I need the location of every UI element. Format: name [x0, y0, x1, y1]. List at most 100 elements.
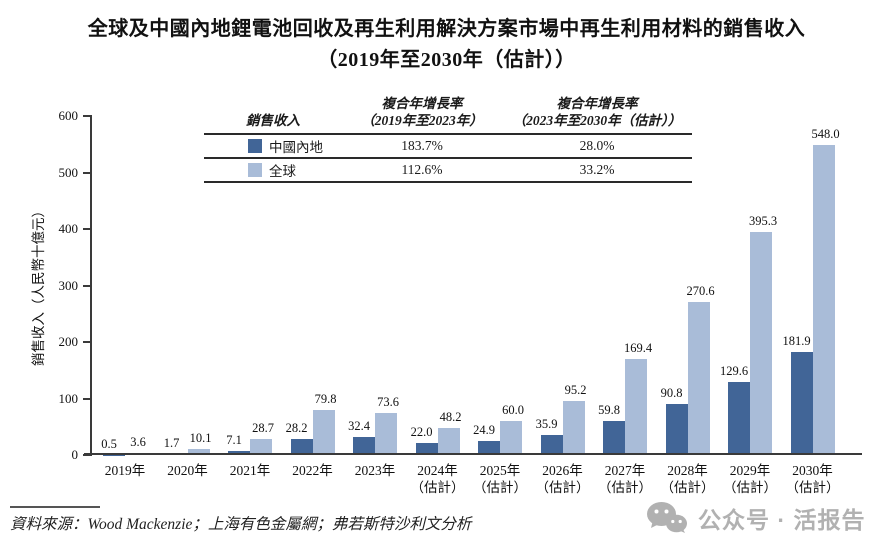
bar-value-label: 181.9 — [782, 334, 811, 349]
y-tick-mark — [83, 171, 92, 174]
cagr-china-2019-2023: 183.7% — [401, 137, 443, 153]
bar-global — [625, 359, 647, 455]
bar-value-label: 79.8 — [314, 391, 337, 406]
x-tick-label: 2025年 （估計） — [473, 463, 527, 495]
y-tick-label: 200 — [58, 334, 79, 349]
bar-value-label: 48.2 — [439, 409, 462, 424]
bar-value-label: 24.9 — [473, 422, 495, 437]
bar-global — [375, 413, 397, 455]
x-tick-label: 2027年 （估計） — [598, 463, 652, 495]
legend-header-cagr1-line1: 複合年增長率 — [381, 96, 463, 111]
bar-global — [312, 409, 335, 455]
bar-global — [187, 449, 210, 455]
chart-title: 全球及中國內地鋰電池回收及再生利用解決方案市場中再生利用材料的銷售收入 （201… — [0, 14, 893, 76]
bar-value-label: 7.1 — [226, 433, 242, 447]
bar-value-label: 32.4 — [348, 418, 370, 433]
bar-value-label: 28.2 — [285, 421, 308, 436]
legend-header-revenue: 銷售收入 — [246, 112, 300, 128]
x-tick-label: 2026年 （估計） — [535, 463, 590, 495]
bar-value-label: 0.5 — [101, 436, 117, 451]
bar-value-label: 60.0 — [502, 403, 524, 418]
x-tick-label: 2021年 — [229, 463, 271, 478]
chart-title-line2: （2019年至2030年（估計）） — [317, 49, 576, 71]
legend-series-global: 全球 — [204, 160, 342, 180]
watermark: 公众号 · 活报告 — [646, 501, 865, 535]
cagr-global-2019-2023: 112.6% — [401, 161, 443, 177]
bar-china — [478, 440, 500, 455]
bar-value-label: 10.1 — [189, 431, 212, 446]
bar-global — [750, 231, 772, 455]
wechat-icon — [647, 502, 687, 533]
legend-cagr-table: 銷售收入 複合年增長率 （2019年至2023年） 複合年增長率 （2023年至… — [204, 96, 692, 183]
y-tick-label: 100 — [58, 390, 79, 406]
cagr-global-2023-2030: 33.2% — [579, 161, 615, 177]
bar-china — [290, 439, 313, 455]
legend-series-china: 中國內地 — [204, 136, 342, 156]
bar-china — [415, 442, 438, 455]
legend-label-china: 中國內地 — [269, 139, 323, 155]
bar-value-label: 169.4 — [623, 341, 653, 356]
cagr-china-2023-2030: 28.0% — [579, 137, 615, 153]
plot-area: 0 100 200 300 400 500 600 0.5 3.6 2019年 1.7 10.1 202… — [59, 108, 860, 495]
bar-value-label: 73.6 — [377, 395, 399, 410]
x-tick-label: 2020年 — [167, 463, 208, 478]
bar-china — [790, 352, 813, 455]
bar-value-label: 35.9 — [535, 416, 558, 431]
bar-china — [540, 434, 563, 455]
bar-value-label: 129.6 — [719, 363, 749, 378]
y-tick-mark — [83, 397, 92, 400]
bar-value-label: 59.8 — [598, 403, 620, 418]
bar-global — [437, 427, 460, 455]
y-tick-mark — [83, 454, 92, 456]
x-tick-label: 2028年 （估計） — [660, 463, 715, 495]
x-axis-line — [84, 453, 862, 455]
x-tick-label: 2023年 — [354, 463, 396, 478]
bar-value-label: 1.7 — [163, 436, 180, 451]
y-tick-mark — [83, 284, 92, 287]
source-text: 資料來源：Wood Mackenzie；上海有色金屬網；弗若斯特沙利文分析 — [10, 516, 472, 533]
y-tick-label: 400 — [58, 221, 79, 236]
legend-header-cagr-2023-2030: 複合年增長率 （2023年至2030年（估計）） — [502, 96, 692, 133]
x-tick-label: 2019年 — [104, 463, 146, 478]
legend-row-china: 中國內地 183.7% 28.0% — [204, 132, 692, 157]
y-tick-label: 500 — [58, 164, 79, 180]
legend-header-cagr1-line2: （2019年至2023年） — [361, 112, 483, 128]
legend-row-global: 全球 112.6% 33.2% — [204, 156, 692, 181]
bar-value-label: 270.6 — [686, 284, 715, 299]
watermark-text: 公众号 · 活报告 — [698, 507, 866, 533]
bar-global — [812, 145, 835, 455]
y-tick-label: 300 — [58, 277, 79, 293]
bar-value-label: 395.3 — [748, 213, 778, 228]
bar-value-label: 548.0 — [811, 127, 840, 142]
y-tick-label: 0 — [71, 447, 79, 462]
legend-swatch-china-icon — [248, 138, 262, 153]
bar-global — [250, 438, 272, 455]
legend-swatch-global-icon — [248, 162, 262, 177]
bar-value-label: 28.7 — [252, 420, 274, 435]
legend-label-global: 全球 — [269, 163, 296, 179]
bar-value-label: 95.2 — [564, 383, 587, 398]
bar-value-label: 3.6 — [130, 434, 146, 449]
x-tick-label: 2030年 （估計） — [785, 463, 840, 495]
x-tick-label: 2024年 （估計） — [410, 463, 465, 495]
bar-china — [665, 403, 688, 455]
bar-value-label: 22.0 — [410, 424, 433, 439]
bar-china — [728, 381, 750, 455]
x-tick-label: 2029年 （估計） — [723, 463, 777, 495]
bar-china — [353, 436, 375, 455]
y-tick-label: 600 — [58, 108, 79, 123]
source-divider — [10, 506, 100, 508]
bar-global — [500, 421, 522, 455]
y-tick-mark — [83, 115, 92, 118]
y-tick-mark — [83, 228, 92, 230]
legend-header-cagr-2019-2023: 複合年增長率 （2019年至2023年） — [342, 96, 502, 133]
chart-title-line1: 全球及中國內地鋰電池回收及再生利用解決方案市場中再生利用材料的銷售收入 — [87, 18, 806, 40]
bar-china — [603, 421, 625, 455]
x-tick-label: 2022年 — [292, 463, 333, 478]
legend-table-header: 銷售收入 複合年增長率 （2019年至2023年） 複合年增長率 （2023年至… — [204, 96, 692, 133]
bar-value-label: 90.8 — [660, 385, 683, 400]
legend-header-cagr2-line1: 複合年增長率 — [556, 96, 638, 111]
bar-global — [562, 401, 585, 455]
y-tick-mark — [83, 341, 92, 343]
